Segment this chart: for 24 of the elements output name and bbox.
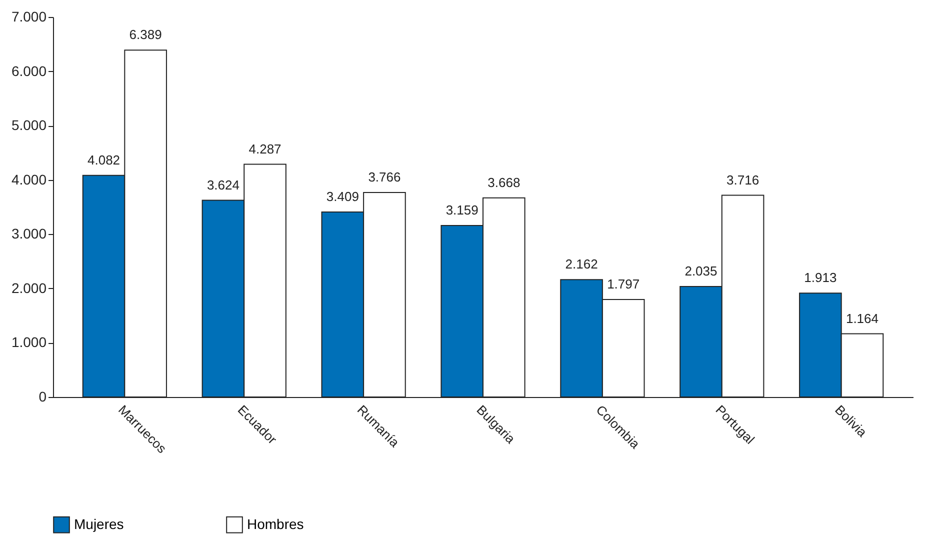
data-label: 1.164 [846,310,879,326]
data-label: 2.162 [565,256,598,272]
data-label: 3.159 [446,202,478,218]
data-label: 2.035 [684,264,718,279]
data-label: 6.389 [129,27,162,42]
y-tick-label: 4.000 [11,171,47,188]
data-label: 3.716 [726,172,760,188]
data-label: 3.668 [488,174,520,190]
legend-label: Mujeres [74,516,124,532]
data-label: 1.913 [804,270,837,286]
y-tick-label: 1.000 [11,334,47,350]
data-label: 1.797 [607,276,640,292]
y-tick-label: 5.000 [11,117,47,134]
y-tick-label: 3.000 [11,226,47,242]
data-label: 3.766 [368,170,401,185]
y-tick-label: 6.000 [11,62,47,79]
legend-label: Hombres [247,516,304,532]
data-label: 3.624 [206,177,240,192]
y-tick-label: 0 [38,388,47,404]
y-tick-label: 7.000 [11,8,47,24]
data-label: 3.409 [326,188,359,204]
data-label: 4.082 [87,152,120,168]
y-tick-label: 2.000 [11,280,47,296]
data-label: 4.287 [248,141,282,156]
